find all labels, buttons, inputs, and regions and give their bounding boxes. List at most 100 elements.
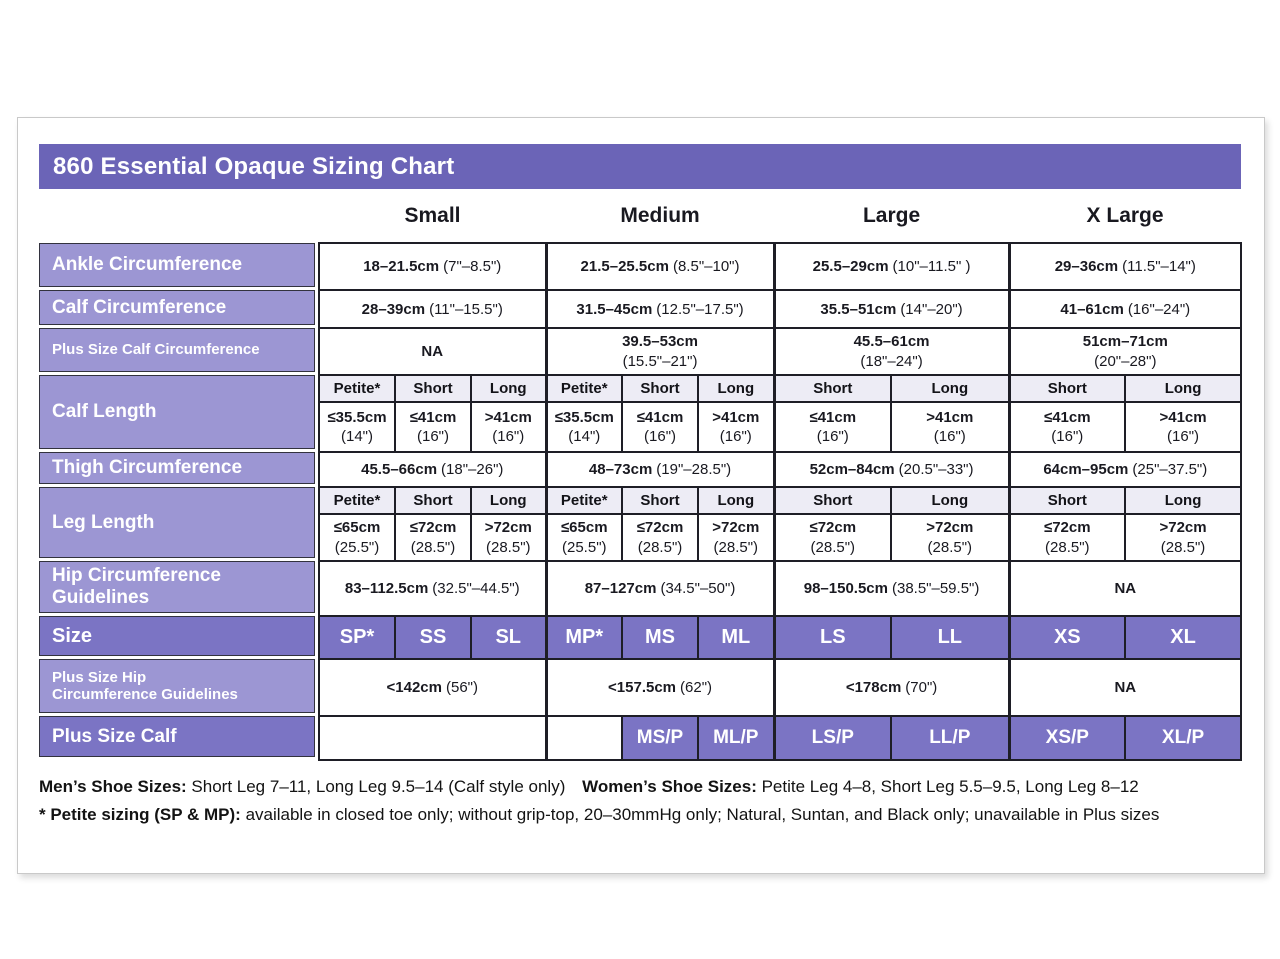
size-cell: LL: [890, 615, 1011, 660]
cell-thigh-small: 45.5–66cm (18"–26"): [317, 451, 548, 488]
cell-calflen: ≤35.5cm (14"): [544, 401, 624, 453]
cell-calf-small: 28–39cm (11"–15.5"): [317, 289, 548, 329]
size-cell: MP*: [544, 615, 624, 660]
row-label-box: Ankle Circumference: [39, 243, 315, 287]
row-label-box: Leg Length: [39, 487, 315, 558]
cell-pcalf-medium: 39.5–53cm (15.5"–21"): [544, 327, 776, 376]
row-label-hip: Hip Circumference Guidelines: [39, 561, 319, 616]
corner-spacer: [39, 195, 319, 243]
cell-leglen: >72cm (28.5"): [1124, 513, 1243, 562]
subheader-long: Long: [890, 374, 1011, 403]
col-header-medium: Medium: [546, 195, 775, 243]
footnote-petite-label: * Petite sizing (SP & MP):: [39, 805, 241, 824]
footnote-shoe-sizes: Men’s Shoe Sizes: Short Leg 7–11, Long L…: [39, 773, 1241, 829]
row-plus-size-calf-circumference: Plus Size Calf Circumference NA 39.5–53c…: [39, 327, 1243, 376]
cell-calflen: ≤41cm (16"): [1007, 401, 1127, 453]
size-cell: SP*: [318, 615, 396, 660]
subheader-petite: Petite*: [544, 486, 624, 515]
footnote-mens-label: Men’s Shoe Sizes:: [39, 777, 187, 796]
row-label-box: Plus Size Calf: [39, 716, 315, 757]
subheader-short: Short: [772, 486, 893, 515]
subheader-long: Long: [469, 374, 548, 403]
subheader-short: Short: [621, 374, 700, 403]
row-label-size: Size: [39, 616, 319, 659]
cell-leglen: >72cm (28.5"): [697, 513, 776, 562]
size-cell: SS: [394, 615, 472, 660]
size-cell: SL: [469, 615, 548, 660]
subheader-short: Short: [394, 374, 472, 403]
cell-ankle-medium: 21.5–25.5cm (8.5"–10"): [544, 242, 776, 291]
footnote-mens-text: Short Leg 7–11, Long Leg 9.5–14 (Calf st…: [191, 777, 566, 796]
cell-calflen: ≤41cm (16"): [394, 401, 472, 453]
cell-leglen: ≤72cm (28.5"): [621, 513, 700, 562]
footnote-womens-text: Petite Leg 4–8, Short Leg 5.5–9.5, Long …: [761, 777, 1139, 796]
cell-calflen: >41cm (16"): [1124, 401, 1243, 453]
column-header-row: Small Medium Large X Large: [39, 195, 1242, 243]
cell-hip-large: 98–150.5cm (38.5"–59.5"): [772, 560, 1011, 617]
cell-pcalf-large: 45.5–61cm (18"–24"): [772, 327, 1011, 376]
cell-calflen: ≤35.5cm (14"): [318, 401, 396, 453]
plus-size-cell: ML/P: [697, 715, 776, 761]
cell-thigh-xlarge: 64cm–95cm (25"–37.5"): [1007, 451, 1243, 488]
row-label-box: Plus Size Hip Circumference Guidelines: [39, 659, 315, 713]
row-label-box: Hip Circumference Guidelines: [39, 561, 315, 613]
cell-hip-small: 83–112.5cm (32.5"–44.5"): [317, 560, 548, 617]
row-thigh-circumference: Thigh Circumference 45.5–66cm (18"–26") 4…: [39, 451, 1243, 488]
subheader-short: Short: [621, 486, 700, 515]
subheader-long: Long: [1124, 486, 1243, 515]
plus-size-cell: LS/P: [772, 715, 893, 761]
subheader-long: Long: [469, 486, 548, 515]
row-leg-length-subheaders: Leg Length Petite* Short Long Petite* Sh…: [39, 486, 1243, 561]
cell-phip-small: <142cm (56"): [317, 658, 548, 717]
cell-hip-medium: 87–127cm (34.5"–50"): [544, 560, 776, 617]
row-label-plus-calf-circ: Plus Size Calf Circumference: [39, 328, 319, 375]
col-header-xlarge: X Large: [1009, 195, 1242, 243]
row-calf-circumference: Calf Circumference 28–39cm (11"–15.5") 31…: [39, 289, 1243, 329]
plus-size-cell: LL/P: [890, 715, 1011, 761]
cell-phip-large: <178cm (70"): [772, 658, 1011, 717]
row-ankle-circumference: Ankle Circumference 18–21.5cm (7"–8.5") 2…: [39, 242, 1243, 291]
subheader-petite: Petite*: [318, 486, 396, 515]
cell-thigh-medium: 48–73cm (19"–28.5"): [544, 451, 776, 488]
size-cell: MS: [621, 615, 700, 660]
col-header-small: Small: [319, 195, 547, 243]
sizing-chart-content: 860 Essential Opaque Sizing Chart Small …: [39, 144, 1243, 829]
cell-calflen: ≤41cm (16"): [621, 401, 700, 453]
cell-leglen: ≤72cm (28.5"): [394, 513, 472, 562]
subheader-long: Long: [697, 374, 776, 403]
subheader-long: Long: [890, 486, 1011, 515]
row-calf-length-values: ≤35.5cm (14") ≤41cm (16") >41cm (16") ≤35.5…: [39, 401, 1243, 453]
subheader-petite: Petite*: [544, 374, 624, 403]
row-label-box: Thigh Circumference: [39, 452, 315, 484]
cell-ankle-small: 18–21.5cm (7"–8.5"): [317, 242, 548, 291]
row-label-box: Calf Length: [39, 375, 315, 449]
row-label-calf: Calf Circumference: [39, 290, 319, 328]
cell-leglen: >72cm (28.5"): [469, 513, 548, 562]
row-label-thigh: Thigh Circumference: [39, 452, 319, 487]
cell-calf-large: 35.5–51cm (14"–20"): [772, 289, 1011, 329]
plus-size-cell: XL/P: [1124, 715, 1243, 761]
cell-calflen: >41cm (16"): [469, 401, 548, 453]
cell-hip-xlarge: NA: [1007, 560, 1243, 617]
size-cell: XS: [1007, 615, 1127, 660]
cell-leglen: ≤72cm (28.5"): [772, 513, 893, 562]
page-title: 860 Essential Opaque Sizing Chart: [39, 144, 1241, 189]
col-header-large: Large: [774, 195, 1010, 243]
row-label-calf-length: Calf Length: [39, 375, 319, 452]
cell-pcalf-small: NA: [317, 327, 548, 376]
subheader-short: Short: [394, 486, 472, 515]
size-cell: ML: [697, 615, 776, 660]
row-label-plus-hip: Plus Size Hip Circumference Guidelines: [39, 659, 319, 716]
cell-leglen: ≤65cm (25.5"): [318, 513, 396, 562]
cell-pscalf-small-empty: [317, 715, 548, 761]
footnote-womens-label: Women’s Shoe Sizes:: [582, 777, 757, 796]
row-label-leg-length: Leg Length: [39, 487, 319, 561]
row-label-box: Calf Circumference: [39, 290, 315, 325]
cell-leglen: ≤65cm (25.5"): [544, 513, 624, 562]
cell-calflen: >41cm (16"): [697, 401, 776, 453]
row-leg-length-values: ≤65cm (25.5") ≤72cm (28.5") >72cm (28.5") ≤…: [39, 513, 1243, 562]
subheader-long: Long: [697, 486, 776, 515]
plus-size-cell: MS/P: [621, 715, 700, 761]
cell-pcalf-xlarge: 51cm–71cm (20"–28"): [1007, 327, 1243, 376]
cell-ankle-xlarge: 29–36cm (11.5"–14"): [1007, 242, 1243, 291]
